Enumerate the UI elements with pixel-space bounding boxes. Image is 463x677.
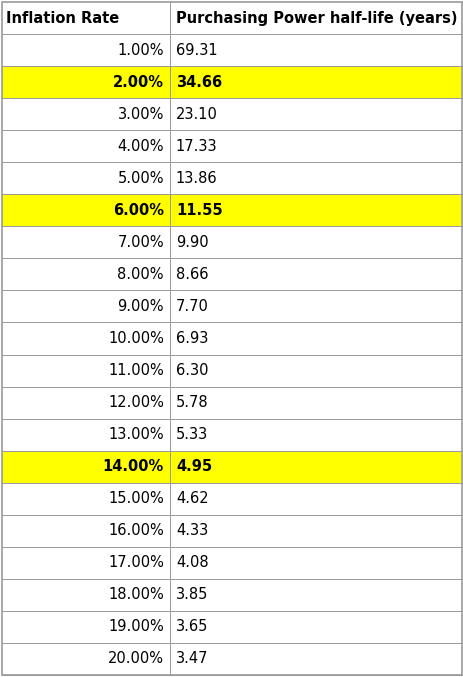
Text: 9.00%: 9.00% (117, 299, 163, 314)
Bar (2, 387, 461, 418)
Bar (2, 34, 461, 66)
Bar (2, 515, 461, 547)
Text: 19.00%: 19.00% (108, 619, 163, 634)
Bar (2, 130, 461, 162)
Bar (2, 483, 461, 515)
Text: 4.33: 4.33 (175, 523, 208, 538)
Text: 1.00%: 1.00% (117, 43, 163, 58)
Text: 23.10: 23.10 (175, 107, 217, 122)
Text: Inflation Rate: Inflation Rate (6, 11, 119, 26)
Bar (2, 418, 461, 451)
Bar (2, 322, 461, 355)
Text: 20.00%: 20.00% (108, 651, 163, 666)
Text: 18.00%: 18.00% (108, 588, 163, 603)
Bar (2, 2, 461, 34)
Text: 6.00%: 6.00% (113, 203, 163, 218)
Bar (2, 611, 461, 643)
Text: 3.85: 3.85 (175, 588, 208, 603)
Bar (2, 579, 461, 611)
Bar (2, 451, 461, 483)
Text: 3.00%: 3.00% (117, 107, 163, 122)
Text: 8.66: 8.66 (175, 267, 208, 282)
Bar (2, 66, 461, 98)
Text: 10.00%: 10.00% (108, 331, 163, 346)
Text: 7.70: 7.70 (175, 299, 208, 314)
Text: 7.00%: 7.00% (117, 235, 163, 250)
Text: 6.30: 6.30 (175, 363, 208, 378)
Text: 4.00%: 4.00% (117, 139, 163, 154)
Bar (2, 547, 461, 579)
Bar (2, 355, 461, 387)
Text: 11.55: 11.55 (175, 203, 222, 218)
Text: 4.08: 4.08 (175, 555, 208, 570)
Text: 5.00%: 5.00% (117, 171, 163, 185)
Text: 13.86: 13.86 (175, 171, 217, 185)
Text: 12.00%: 12.00% (108, 395, 163, 410)
Text: 3.47: 3.47 (175, 651, 208, 666)
Text: 8.00%: 8.00% (117, 267, 163, 282)
Bar (2, 259, 461, 290)
Bar (2, 643, 461, 675)
Text: 4.62: 4.62 (175, 492, 208, 506)
Text: 9.90: 9.90 (175, 235, 208, 250)
Text: Purchasing Power half-life (years): Purchasing Power half-life (years) (175, 11, 457, 26)
Text: 5.33: 5.33 (175, 427, 208, 442)
Text: 4.95: 4.95 (175, 459, 212, 474)
Text: 34.66: 34.66 (175, 74, 222, 89)
Bar (2, 162, 461, 194)
Text: 14.00%: 14.00% (102, 459, 163, 474)
Text: 5.78: 5.78 (175, 395, 208, 410)
Text: 11.00%: 11.00% (108, 363, 163, 378)
Text: 13.00%: 13.00% (108, 427, 163, 442)
Text: 69.31: 69.31 (175, 43, 217, 58)
Bar (2, 290, 461, 322)
Text: 16.00%: 16.00% (108, 523, 163, 538)
Text: 15.00%: 15.00% (108, 492, 163, 506)
Text: 6.93: 6.93 (175, 331, 208, 346)
Text: 17.33: 17.33 (175, 139, 217, 154)
Bar (2, 194, 461, 226)
Bar (2, 226, 461, 259)
Text: 2.00%: 2.00% (113, 74, 163, 89)
Text: 3.65: 3.65 (175, 619, 208, 634)
Text: 17.00%: 17.00% (108, 555, 163, 570)
Bar (2, 98, 461, 130)
